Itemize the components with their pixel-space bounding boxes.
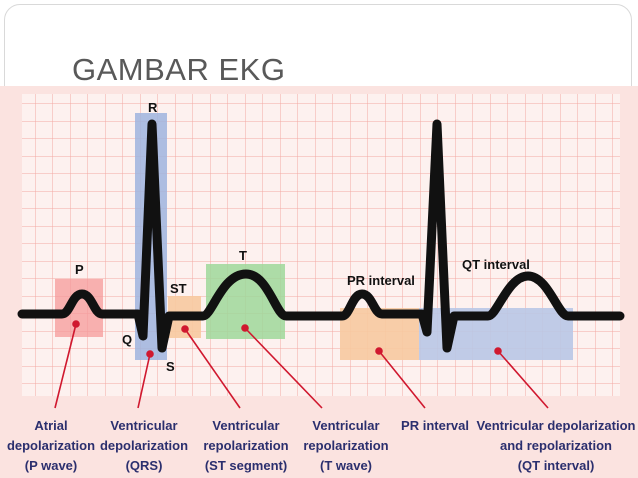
caption-line: Ventricular [312,418,380,433]
pointer-dot-p-wave [72,320,80,328]
p-label: P [75,262,84,277]
caption-line: Ventricular [212,418,280,433]
caption-line: depolarization [99,438,189,453]
pointer-pr-interval [378,350,426,409]
caption-line: Ventricular depolarization [476,418,636,433]
pointer-dot-qrs [146,350,154,358]
s-label: S [166,359,175,374]
pointer-t-wave [244,327,323,409]
caption-pr-interval: PR interval [398,416,472,436]
caption-qt-interval: Ventricular depolarization and repolariz… [476,416,636,476]
caption-t-wave: Ventricular repolarization (T wave) [296,416,396,476]
caption-line: repolarization [203,438,289,453]
pointer-lines [54,320,549,409]
slide-title: GAMBAR EKG [72,52,286,87]
pointer-qrs [137,353,151,409]
pointer-dot-t-wave [241,324,249,332]
caption-line: repolarization [303,438,389,453]
caption-line: PR interval [401,418,469,433]
r-label: R [148,100,158,115]
pointer-dot-st [181,325,189,333]
pr-interval-label: PR interval [347,273,415,288]
pointer-qt-interval [497,350,549,409]
pointer-dot-qt-interval [494,347,502,355]
caption-st-segment: Ventricular repolarization (ST segment) [196,416,296,476]
ekg-figure: P R Q S ST T PR interval QT interval [0,86,638,478]
qt-interval-label: QT interval [462,257,530,272]
caption-line: (QT interval) [517,458,595,473]
caption-line: (QRS) [125,458,163,473]
ekg-trace [17,119,625,353]
caption-line: depolarization [6,438,96,453]
t-label: T [239,248,247,263]
pointer-st [184,328,241,409]
caption-ventricular-depolarization: Ventricular depolarization (QRS) [96,416,192,476]
ekg-diagram: P R Q S ST T PR interval QT interval [17,94,625,409]
caption-line: (ST segment) [204,458,288,473]
q-label: Q [122,332,132,347]
caption-line: and repolarization [500,438,612,453]
caption-line: (P wave) [24,458,78,473]
caption-atrial-depolarization: Atrial depolarization (P wave) [2,416,100,476]
pointer-dot-pr-interval [375,347,383,355]
caption-line: (T wave) [319,458,372,473]
st-label: ST [170,281,187,296]
caption-line: Atrial [34,418,68,433]
caption-line: Ventricular [110,418,178,433]
pointer-p-wave [54,323,77,409]
